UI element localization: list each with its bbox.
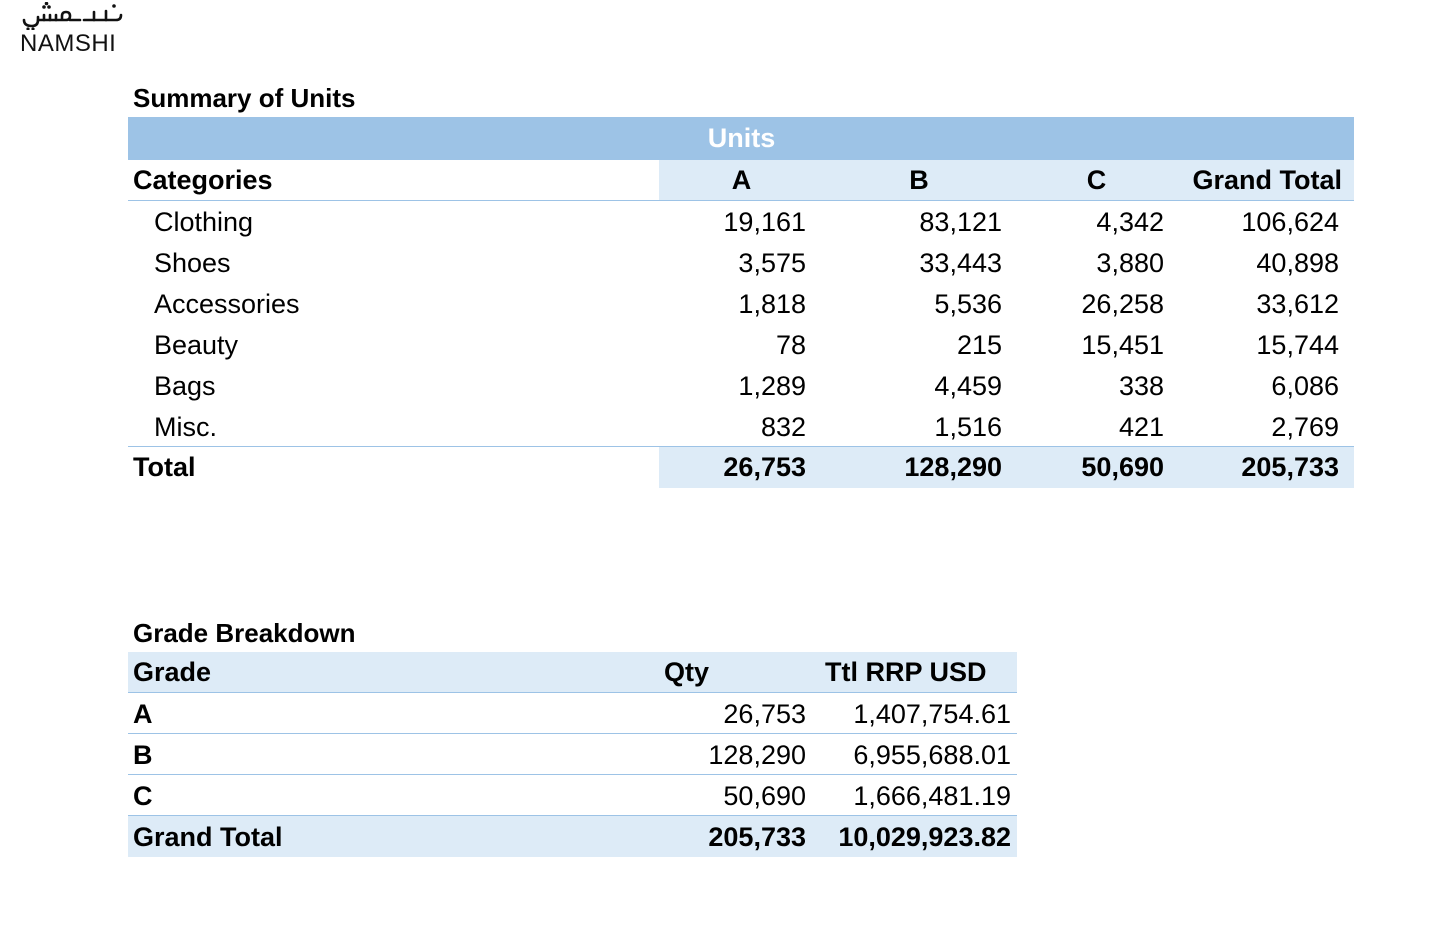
- value-total: 2,769: [1271, 412, 1339, 442]
- value-a: 1,289: [738, 371, 806, 401]
- grade-label: A: [133, 699, 153, 729]
- value-a: 832: [760, 412, 806, 442]
- grade-label: C: [133, 781, 153, 811]
- header-grade-b: B: [909, 165, 929, 195]
- summary-header-divider: [128, 200, 1354, 201]
- header-grade: Grade: [133, 657, 212, 687]
- value-b: 215: [956, 330, 1002, 360]
- namshi-arabic-wordmark-icon: [22, 2, 123, 30]
- units-group-header: Units: [707, 123, 776, 153]
- grade-rrp: 1,666,481.19: [853, 781, 1011, 811]
- value-a: 3,575: [738, 248, 806, 278]
- value-a: 78: [775, 330, 806, 360]
- grade-rrp: 1,407,754.61: [853, 699, 1011, 729]
- header-ttl-rrp-usd: Ttl RRP USD: [825, 657, 987, 687]
- grade-label: B: [133, 740, 153, 770]
- category-label: Accessories: [154, 289, 300, 319]
- value-c: 4,342: [1096, 207, 1164, 237]
- grade-qty: 128,290: [708, 740, 806, 770]
- summary-header-fill: [659, 160, 1354, 201]
- category-label: Clothing: [154, 207, 254, 237]
- value-c: 338: [1118, 371, 1164, 401]
- summary-total-fill: [659, 447, 1354, 488]
- grade-header-divider: [128, 692, 1017, 693]
- value-a: 1,818: [738, 289, 806, 319]
- value-total: 6,086: [1271, 371, 1339, 401]
- value-c: 3,880: [1096, 248, 1164, 278]
- grade-total-divider: [128, 815, 1017, 816]
- value-total: 33,612: [1256, 289, 1339, 319]
- category-label: Beauty: [154, 330, 239, 360]
- value-b: 1,516: [934, 412, 1002, 442]
- summary-total-divider: [128, 446, 1354, 447]
- grade-header-fill: [128, 652, 1017, 693]
- value-c: 15,451: [1081, 330, 1164, 360]
- value-total: 106,624: [1241, 207, 1339, 237]
- grade-total-fill: [128, 816, 1017, 857]
- namshi-logo: NAMSHI: [18, 2, 134, 56]
- grade-breakdown-title: Grade Breakdown: [133, 618, 356, 648]
- header-qty: Qty: [664, 657, 710, 687]
- header-grade-a: A: [731, 165, 752, 195]
- grade-total-rrp: 10,029,923.82: [838, 822, 1011, 852]
- grade-rrp: 6,955,688.01: [853, 740, 1011, 770]
- total-a: 26,753: [723, 452, 806, 482]
- units-group-header-band: [128, 117, 1354, 160]
- category-label: Bags: [154, 371, 216, 401]
- value-b: 83,121: [919, 207, 1002, 237]
- header-categories: Categories: [133, 165, 273, 195]
- grade-row-divider: [128, 733, 1017, 734]
- value-b: 33,443: [919, 248, 1002, 278]
- value-total: 40,898: [1256, 248, 1339, 278]
- category-label: Misc.: [154, 412, 217, 442]
- grade-qty: 50,690: [723, 781, 806, 811]
- header-grand-total: Grand Total: [1192, 165, 1342, 195]
- category-label: Shoes: [154, 248, 231, 278]
- value-b: 5,536: [934, 289, 1002, 319]
- value-total: 15,744: [1256, 330, 1339, 360]
- grade-row-divider: [128, 774, 1017, 775]
- total-label: Total: [133, 452, 196, 482]
- total-b: 128,290: [904, 452, 1002, 482]
- total-grand: 205,733: [1241, 452, 1339, 482]
- header-grade-c: C: [1086, 165, 1107, 195]
- total-c: 50,690: [1081, 452, 1164, 482]
- value-a: 19,161: [723, 207, 806, 237]
- value-c: 421: [1118, 412, 1164, 442]
- grade-qty: 26,753: [723, 699, 806, 729]
- summary-title: Summary of Units: [133, 83, 356, 113]
- grade-total-label: Grand Total: [133, 822, 283, 852]
- value-b: 4,459: [934, 371, 1002, 401]
- grade-total-qty: 205,733: [708, 822, 806, 852]
- value-c: 26,258: [1081, 289, 1164, 319]
- namshi-logo-text: NAMSHI: [20, 30, 117, 57]
